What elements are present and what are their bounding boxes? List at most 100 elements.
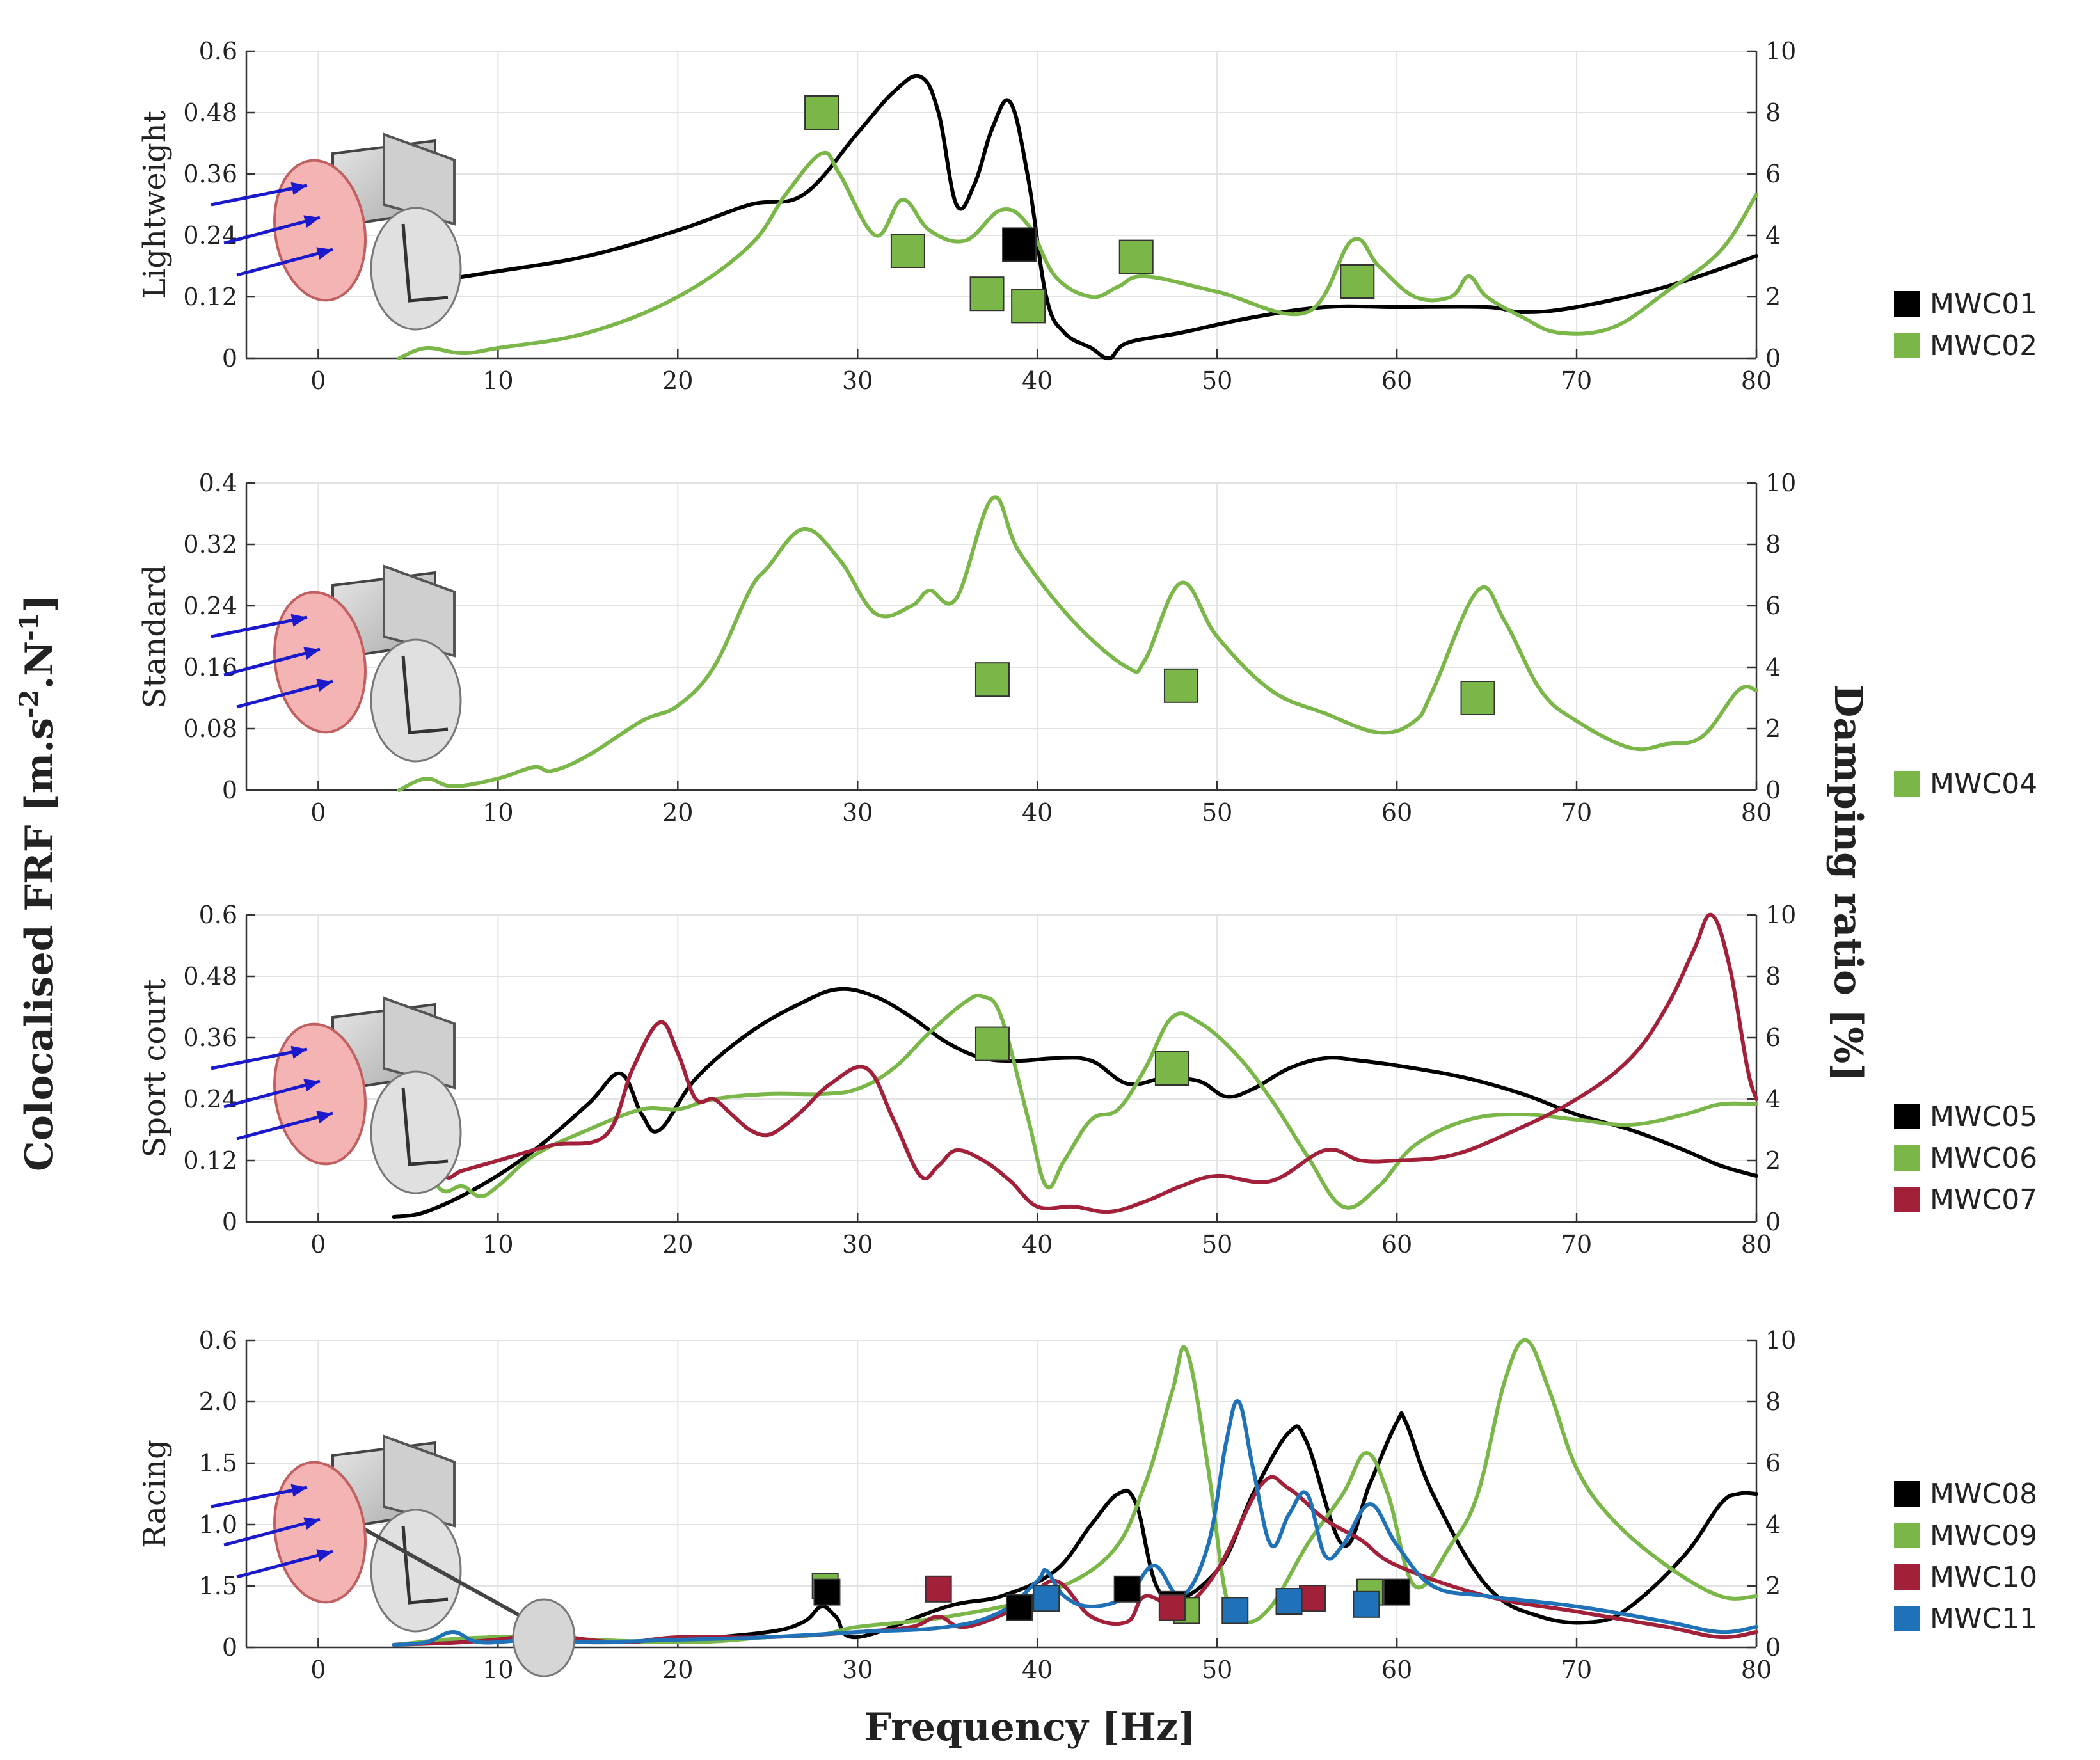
force-arrow-icon bbox=[223, 1079, 321, 1109]
y-tick-label-left: 0.48 bbox=[183, 99, 237, 127]
chair-side-icon bbox=[383, 132, 456, 226]
series-line-mwc08 bbox=[392, 1411, 1758, 1647]
legend-label-mwc08: MWC08 bbox=[1930, 1478, 2037, 1510]
y-tick-label-left: 0.24 bbox=[183, 221, 237, 250]
hub-icon bbox=[273, 591, 367, 734]
x-tick-label: 70 bbox=[1561, 1656, 1592, 1684]
x-tick-label: 40 bbox=[1022, 798, 1053, 827]
y-tick-label-right: 8 bbox=[1765, 530, 1781, 559]
force-arrow-icon bbox=[223, 647, 321, 677]
legend-label-mwc11: MWC11 bbox=[1930, 1603, 2037, 1635]
y-tick-label-left: 0.16 bbox=[183, 653, 237, 681]
force-arrowhead-icon bbox=[303, 215, 320, 228]
x-tick-label: 70 bbox=[1561, 798, 1592, 827]
y-tick-label-right: 0 bbox=[1765, 1633, 1781, 1661]
force-arrow-icon bbox=[211, 615, 308, 638]
legend: MWC08 MWC09 MWC10 MWC11 bbox=[1894, 1478, 2037, 1635]
x-tick-label: 50 bbox=[1202, 1230, 1232, 1258]
damping-marker-mwc08 bbox=[813, 1578, 841, 1606]
hub-icon bbox=[273, 1022, 367, 1166]
damping-marker-mwc02 bbox=[1118, 239, 1154, 274]
damping-marker-mwc08 bbox=[1383, 1578, 1411, 1606]
y-axis-left-label-sup1: -2 bbox=[14, 690, 44, 718]
series-line-mwc07 bbox=[392, 912, 1758, 1214]
x-tick-label: 60 bbox=[1381, 798, 1412, 827]
panels: 0 10 20 30 40 50 60 70 8000.120.240.360.480.6024… bbox=[137, 37, 2037, 1684]
x-tick-label: 70 bbox=[1561, 367, 1592, 395]
series-group bbox=[397, 495, 1758, 792]
force-arrow-icon bbox=[211, 184, 308, 207]
x-axis-label: Frequency [Hz] bbox=[864, 1705, 1197, 1750]
chair-side-icon bbox=[383, 564, 456, 658]
y-tick-label-right: 0 bbox=[1765, 776, 1781, 804]
wheelchair-illustration-lightweight bbox=[211, 132, 462, 331]
force-arrowhead-icon bbox=[303, 647, 320, 660]
chair-wheel-icon bbox=[370, 207, 462, 331]
y-tick-label-right: 2 bbox=[1765, 1572, 1781, 1600]
panel-label: Lightweight bbox=[137, 111, 173, 299]
force-arrowhead-icon bbox=[303, 1517, 320, 1530]
y-tick-label-right: 4 bbox=[1765, 221, 1781, 250]
panel-label: Racing bbox=[137, 1439, 173, 1548]
force-arrowhead-icon bbox=[316, 1111, 333, 1123]
force-arrowhead-icon bbox=[303, 1079, 320, 1091]
force-arrowhead-icon bbox=[290, 1045, 307, 1059]
x-tick-label: 40 bbox=[1022, 1656, 1053, 1684]
damping-markers bbox=[804, 95, 1375, 324]
y-tick-label-right: 10 bbox=[1765, 1326, 1796, 1354]
y-tick-label-left: 0.24 bbox=[183, 1085, 237, 1113]
legend-swatch-mwc04 bbox=[1894, 771, 1920, 797]
series-line-mwc04 bbox=[397, 495, 1758, 792]
x-tick-label: 30 bbox=[842, 1656, 873, 1684]
y-tick-label-right: 6 bbox=[1765, 592, 1781, 620]
x-tick-label: 80 bbox=[1741, 367, 1772, 395]
damping-marker-mwc04 bbox=[1460, 681, 1495, 715]
force-arrow-icon bbox=[223, 1518, 321, 1547]
y-tick-label-left: 0.12 bbox=[183, 283, 237, 311]
legend-swatch-mwc08 bbox=[1894, 1481, 1920, 1507]
series-group bbox=[392, 1338, 1758, 1647]
force-arrowhead-icon bbox=[316, 247, 333, 260]
force-arrow-icon bbox=[236, 1550, 333, 1579]
legend-label-mwc07: MWC07 bbox=[1930, 1184, 2037, 1216]
x-tick-label: 20 bbox=[662, 1230, 693, 1258]
panel-racing: 0 10 20 30 40 50 60 70 8001.51.01.52.00.60246810… bbox=[137, 1326, 2037, 1684]
y-axis-left-label-sup2: -1 bbox=[14, 612, 44, 640]
wheelchair-illustration-sport-court bbox=[211, 996, 462, 1194]
x-tick-label: 80 bbox=[1741, 1230, 1772, 1258]
chair-frame-icon bbox=[401, 655, 449, 734]
force-arrow-icon bbox=[211, 1486, 308, 1509]
y-tick-label-right: 10 bbox=[1765, 469, 1796, 497]
y-tick-label-right: 6 bbox=[1765, 160, 1781, 188]
force-arrowhead-icon bbox=[290, 614, 307, 627]
damping-marker-mwc02 bbox=[804, 95, 839, 130]
y-tick-label-right: 2 bbox=[1765, 715, 1781, 743]
x-tick-label: 0 bbox=[310, 1230, 326, 1258]
force-arrowhead-icon bbox=[316, 679, 333, 692]
x-tick-label: 20 bbox=[662, 798, 693, 827]
damping-marker-mwc01 bbox=[1002, 227, 1037, 262]
x-tick-label: 60 bbox=[1381, 367, 1412, 395]
legend-label-mwc05: MWC05 bbox=[1930, 1100, 2037, 1133]
damping-markers bbox=[974, 1026, 1189, 1086]
series-group bbox=[392, 912, 1758, 1219]
y-tick-label-left: 2.0 bbox=[199, 1388, 237, 1416]
damping-marker-mwc06 bbox=[974, 1026, 1010, 1061]
chair-wheel-icon bbox=[370, 1509, 462, 1633]
y-tick-label-left: 0.32 bbox=[183, 530, 237, 559]
chair-frame-icon bbox=[401, 223, 449, 303]
wheelchair-illustration-racing bbox=[211, 1434, 576, 1677]
damping-marker-mwc11 bbox=[1033, 1585, 1060, 1612]
x-tick-label: 30 bbox=[842, 798, 873, 827]
x-tick-label: 10 bbox=[482, 1230, 513, 1258]
x-tick-label: 20 bbox=[662, 1656, 693, 1684]
damping-marker-mwc02 bbox=[890, 234, 925, 268]
legend: MWC04 bbox=[1894, 768, 2037, 800]
y-tick-label-right: 8 bbox=[1765, 1388, 1781, 1416]
racing-frame-icon bbox=[357, 1524, 532, 1624]
x-tick-label: 80 bbox=[1741, 798, 1772, 827]
chair-frame-icon bbox=[401, 1087, 449, 1166]
y-axis-left-label: Colocalised FRF [m.s-2.N-1] bbox=[14, 594, 63, 1171]
legend-swatch-mwc06 bbox=[1894, 1145, 1920, 1171]
y-tick-label-left: 0.6 bbox=[199, 901, 237, 929]
